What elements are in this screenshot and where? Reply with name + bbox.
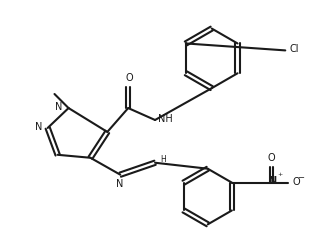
Text: N: N [116,179,123,189]
Text: N: N [268,176,276,186]
Text: O: O [292,177,300,187]
Text: H: H [160,155,166,164]
Text: N: N [35,122,43,132]
Text: N: N [55,102,63,112]
Text: −: − [297,173,304,182]
Text: Cl: Cl [289,45,299,55]
Text: NH: NH [158,114,173,124]
Text: O: O [268,153,275,163]
Text: O: O [126,73,133,83]
Text: +: + [277,172,283,177]
